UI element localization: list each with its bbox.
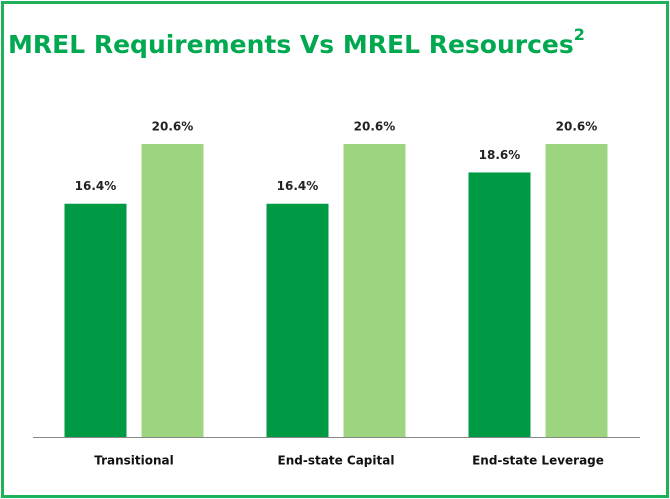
x-tick-label: Transitional [94,454,174,468]
bar [545,144,608,437]
value-label: 16.4% [277,179,319,193]
value-label: 18.6% [479,148,521,162]
value-label: 20.6% [152,120,194,134]
value-label: 20.6% [354,120,396,134]
bar [266,203,329,437]
bar [343,144,406,437]
bar [141,144,204,437]
bar [64,203,127,437]
title-superscript: 2 [574,25,585,44]
value-label: 16.4% [75,179,117,193]
title-text: MREL Requirements Vs MREL Resources [8,30,574,59]
x-tick-label: End-state Leverage [472,454,604,468]
x-tick-label: End-state Capital [278,454,395,468]
value-label: 20.6% [556,120,598,134]
bar [468,172,531,438]
chart-title: MREL Requirements Vs MREL Resources2 [8,25,585,60]
